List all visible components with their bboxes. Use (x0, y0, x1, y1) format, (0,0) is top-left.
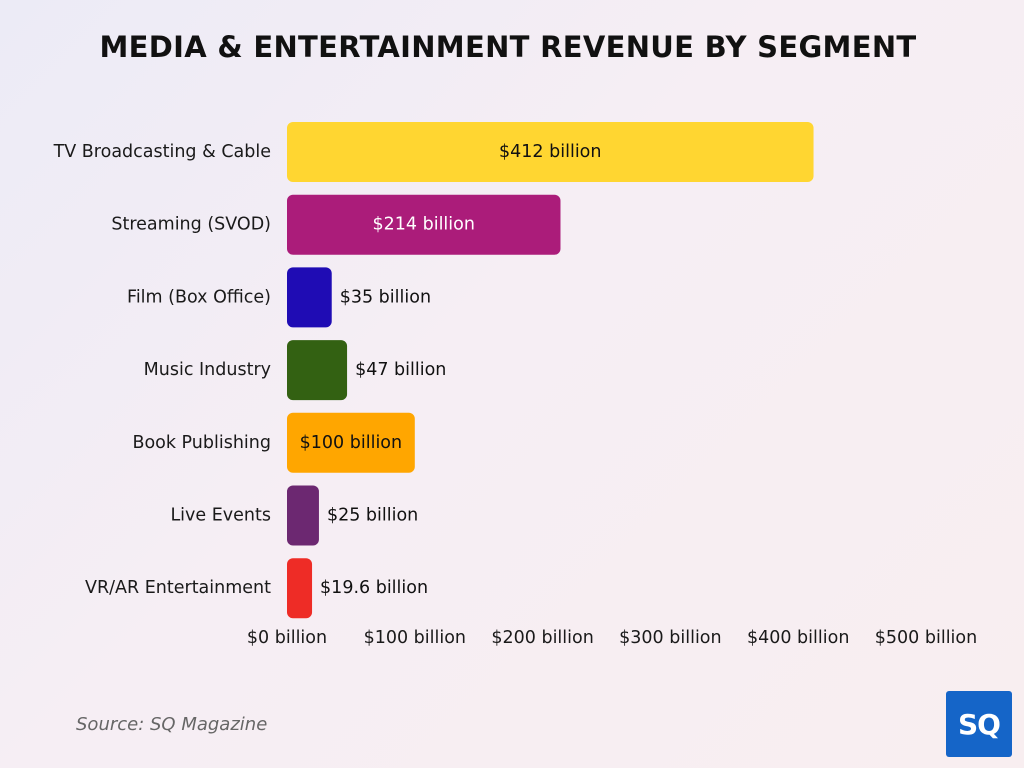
sq-logo: SQ (946, 691, 1012, 757)
category-label-book-publishing: Book Publishing (132, 433, 271, 453)
bar-streaming-svod (287, 194, 561, 255)
value-label-vr-ar-entertainment: $19.6 billion (320, 578, 428, 598)
category-label-tv-broadcasting-cable: TV Broadcasting & Cable (53, 142, 271, 162)
category-label-live-events: Live Events (170, 506, 271, 526)
value-label-live-events: $25 billion (327, 506, 418, 526)
x-tick-label: $500 billion (875, 628, 977, 648)
bar-tv-broadcasting-cable (287, 122, 814, 182)
value-label-music-industry: $47 billion (355, 360, 446, 380)
bar-music-industry (287, 340, 348, 401)
x-tick-label: $100 billion (364, 628, 466, 648)
x-tick-label: $0 billion (247, 628, 327, 648)
category-label-music-industry: Music Industry (144, 360, 271, 380)
source-note: Source: SQ Magazine (76, 714, 268, 735)
value-label-film-box-office: $35 billion (340, 287, 431, 307)
bar-film-box-office (287, 267, 332, 328)
x-tick-label: $300 billion (619, 628, 721, 648)
logo-text: SQ (958, 707, 1001, 741)
bar-live-events (287, 485, 319, 546)
category-label-film-box-office: Film (Box Office) (127, 287, 271, 307)
value-label-book-publishing: $100 billion (300, 433, 402, 453)
category-label-streaming-svod: Streaming (SVOD) (111, 215, 271, 235)
value-label-streaming-svod: $214 billion (373, 215, 475, 235)
bar-vr-ar-entertainment (287, 558, 313, 619)
x-tick-label: $200 billion (491, 628, 593, 648)
chart-title: MEDIA & ENTERTAINMENT REVENUE BY SEGMENT (99, 30, 917, 64)
category-label-vr-ar-entertainment: VR/AR Entertainment (85, 578, 271, 598)
value-label-tv-broadcasting-cable: $412 billion (499, 142, 601, 162)
x-tick-label: $400 billion (747, 628, 849, 648)
bar-book-publishing (287, 412, 415, 473)
